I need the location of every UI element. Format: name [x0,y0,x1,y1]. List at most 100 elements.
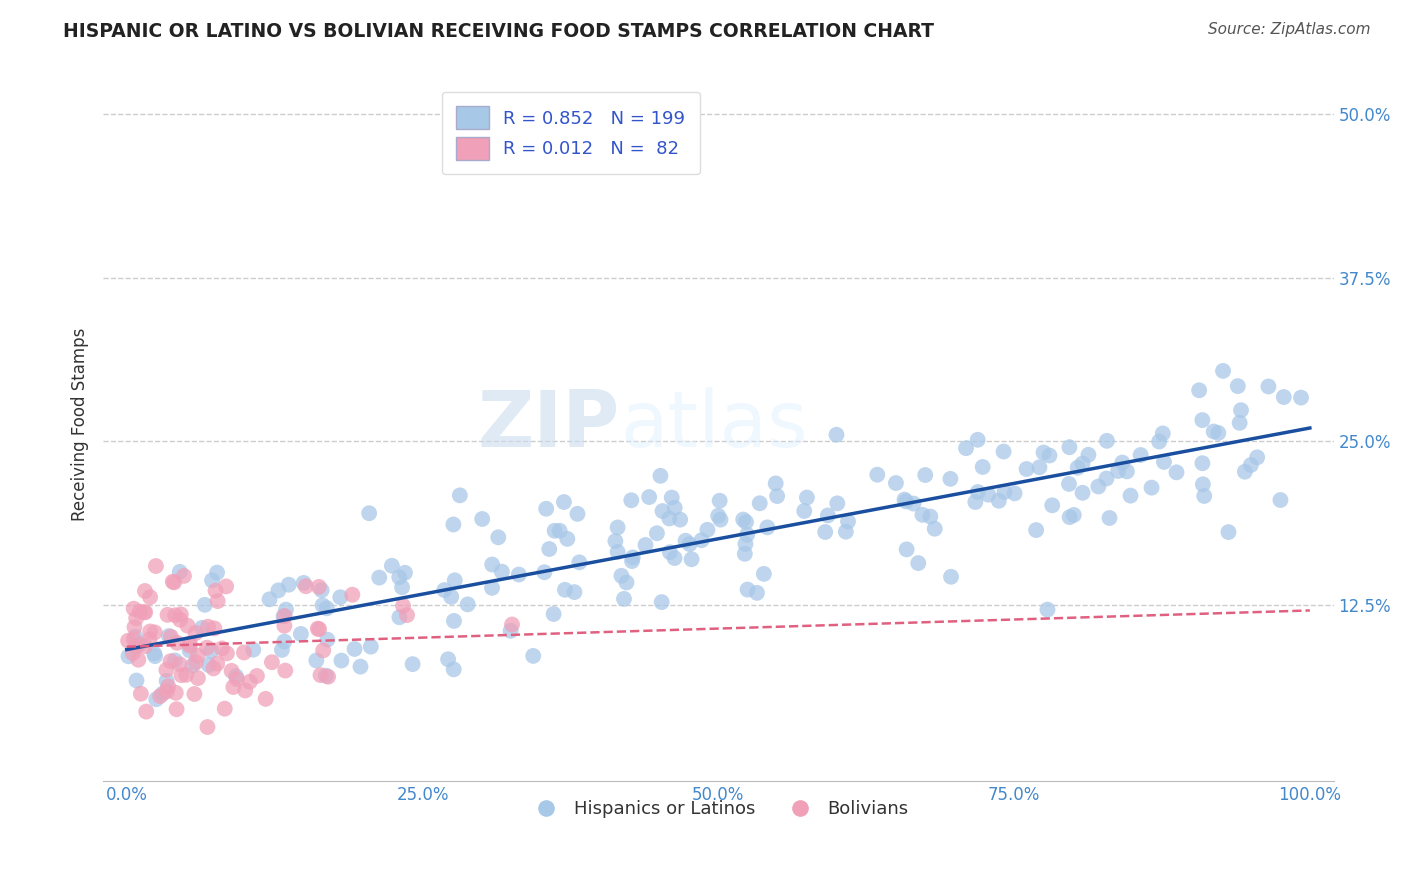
Point [553,495,575,509]
Point [197,720,219,734]
Point [259,592,281,607]
Point [491,565,513,579]
Point [669,513,692,527]
Point [145,559,167,574]
Point [1270,493,1292,508]
Point [437,652,460,666]
Point [745,586,768,600]
Point [124,620,146,634]
Point [156,607,179,622]
Point [125,611,148,625]
Point [129,687,152,701]
Point [191,621,214,635]
Point [360,640,382,654]
Point [1107,464,1129,478]
Point [835,524,858,539]
Point [312,643,335,657]
Point [1057,477,1080,491]
Point [548,524,571,538]
Point [650,468,672,483]
Point [499,624,522,638]
Point [884,476,907,491]
Point [707,508,730,523]
Point [394,566,416,580]
Point [315,668,337,682]
Point [307,622,329,636]
Point [955,441,977,455]
Text: Source: ZipAtlas.com: Source: ZipAtlas.com [1208,22,1371,37]
Point [290,627,312,641]
Point [939,472,962,486]
Point [1015,462,1038,476]
Point [538,541,561,556]
Point [1095,434,1118,448]
Point [277,577,299,591]
Point [1098,511,1121,525]
Point [1230,403,1253,417]
Point [274,602,297,616]
Point [143,625,166,640]
Point [274,664,297,678]
Point [1087,479,1109,493]
Point [174,668,197,682]
Point [1188,384,1211,398]
Point [165,608,187,623]
Point [1153,455,1175,469]
Point [121,646,143,660]
Point [233,683,256,698]
Point [1036,602,1059,616]
Point [690,533,713,548]
Point [205,657,228,671]
Point [226,672,249,686]
Point [965,495,987,509]
Point [616,575,638,590]
Point [1212,364,1234,378]
Point [651,504,673,518]
Point [359,506,381,520]
Point [183,687,205,701]
Point [709,513,731,527]
Point [125,640,148,654]
Point [1289,391,1312,405]
Point [157,629,180,643]
Point [696,523,718,537]
Point [1147,434,1170,449]
Point [756,520,779,534]
Point [1191,413,1213,427]
Point [1240,458,1263,472]
Point [305,653,328,667]
Point [920,509,942,524]
Point [987,493,1010,508]
Point [170,607,193,622]
Point [866,467,889,482]
Point [401,657,423,672]
Point [486,530,509,544]
Point [184,656,207,670]
Point [221,664,243,678]
Point [211,641,233,656]
Point [1140,481,1163,495]
Point [911,508,934,522]
Point [1192,477,1215,491]
Point [554,582,576,597]
Point [125,673,148,688]
Point [215,646,238,660]
Point [173,569,195,583]
Point [204,583,226,598]
Point [392,599,415,613]
Point [567,507,589,521]
Point [202,661,225,675]
Point [914,468,936,483]
Point [1191,456,1213,470]
Point [564,585,586,599]
Point [1066,460,1088,475]
Point [924,522,946,536]
Point [765,476,787,491]
Point [557,532,579,546]
Point [273,609,295,624]
Point [638,490,661,504]
Point [893,492,915,507]
Point [651,595,673,609]
Point [134,605,156,619]
Point [214,701,236,715]
